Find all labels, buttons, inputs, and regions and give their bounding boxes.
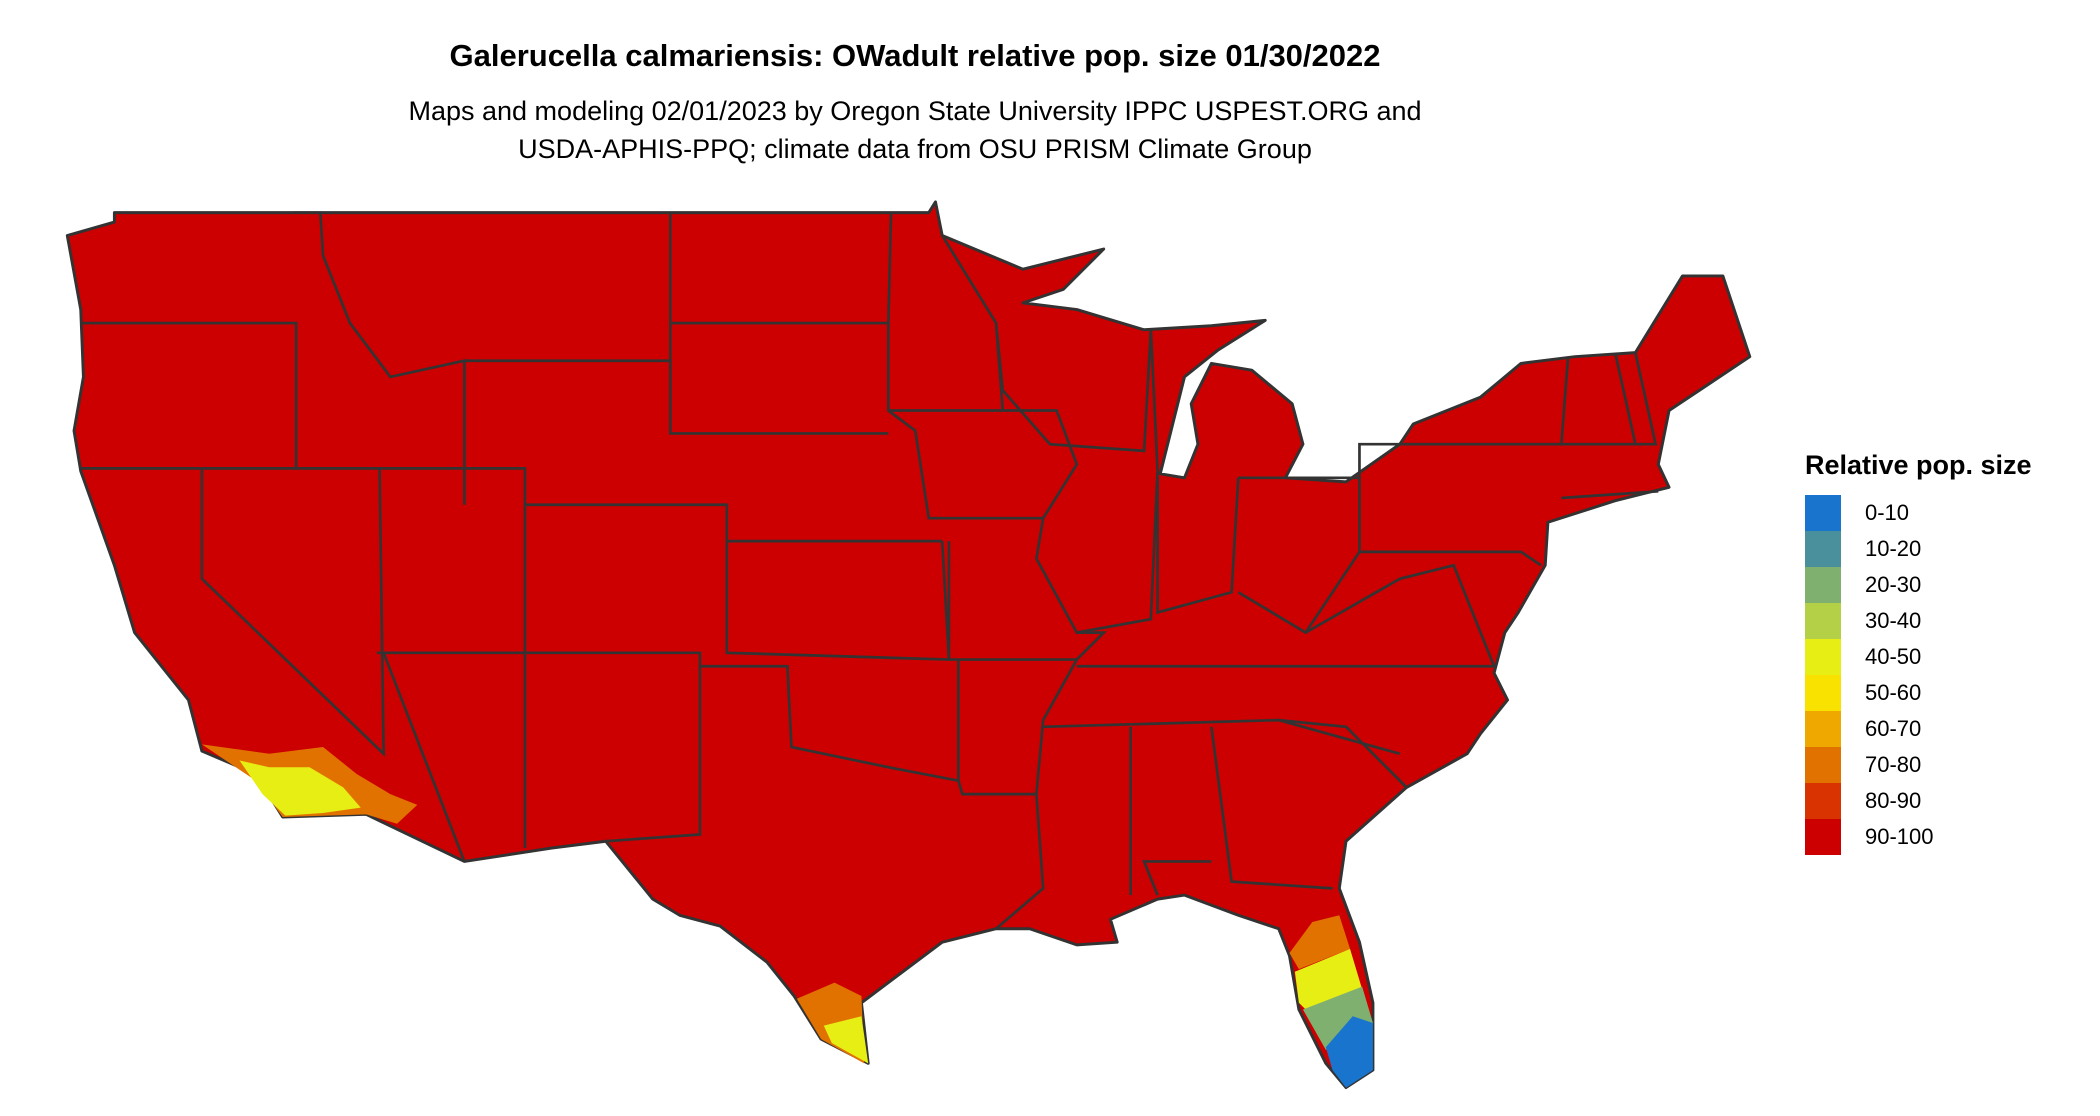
subtitle-line-2: USDA-APHIS-PPQ; climate data from OSU PR… [518,134,1312,164]
legend-swatch [1805,603,1841,639]
legend-label: 70-80 [1865,752,1922,777]
legend-swatch [1805,747,1841,783]
legend-item: 70-80 [1805,747,2032,783]
legend-title: Relative pop. size [1805,450,2032,480]
region-socal-yellow [239,760,361,816]
region-fl-green [1302,986,1373,1050]
legend-item: 60-70 [1805,711,2032,747]
map-title: Galerucella calmariensis: OWadult relati… [449,38,1381,73]
legend-label: 50-60 [1865,680,1922,705]
legend-item: 30-40 [1805,603,2032,639]
region-fl-blue [1325,1016,1373,1088]
legend-item: 20-30 [1805,567,2032,603]
us-outline [65,200,1752,1090]
legend-item: 50-60 [1805,675,2032,711]
state-borders [80,211,1659,930]
legend-item: 0-10 [1805,495,2032,531]
legend-swatch [1805,819,1841,855]
legend-item: 40-50 [1805,639,2032,675]
legend-label: 30-40 [1865,608,1922,633]
region-stexas-yellow [823,1016,869,1064]
legend-label: 40-50 [1865,644,1922,669]
legend-label: 20-30 [1865,572,1922,597]
legend-label: 60-70 [1865,716,1922,741]
legend: Relative pop. size 0-10 10-20 20-30 30-40 40… [1805,450,2032,855]
legend-item: 10-20 [1805,531,2032,567]
region-fl-yellow [1294,948,1363,1017]
legend-label: 10-20 [1865,536,1922,561]
legend-item: 80-90 [1805,783,2032,819]
legend-swatch [1805,567,1841,603]
map-subtitle: Maps and modeling 02/01/2023 by Oregon S… [0,92,1830,168]
legend-swatch [1805,495,1841,531]
legend-swatch [1805,711,1841,747]
legend-label: 80-90 [1865,788,1922,813]
region-fl-orange [1289,915,1351,970]
legend-swatch [1805,783,1841,819]
subtitle-line-1: Maps and modeling 02/01/2023 by Oregon S… [408,96,1422,126]
legend-label: 0-10 [1865,500,1910,525]
legend-swatch [1805,531,1841,567]
legend-label: 90-100 [1865,824,1934,849]
legend-item: 90-100 [1805,819,2032,855]
legend-swatch [1805,675,1841,711]
legend-swatch [1805,639,1841,675]
